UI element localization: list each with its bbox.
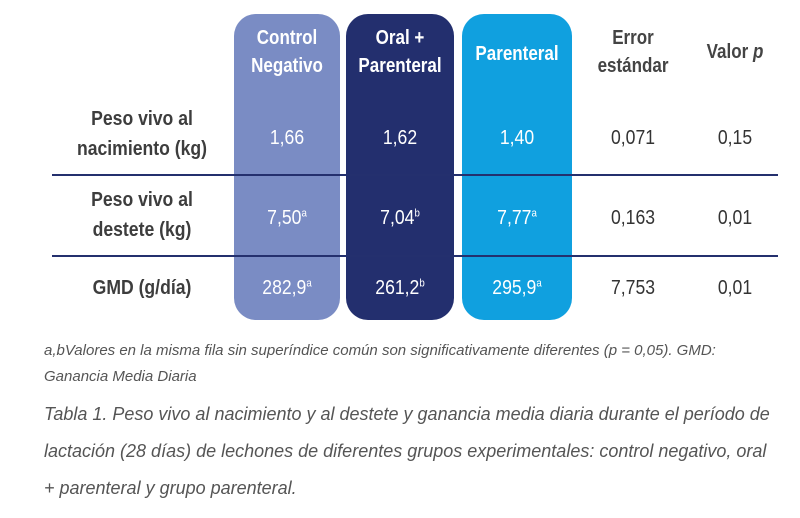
cell-pvalue-nacimiento: 0,15 — [717, 127, 753, 149]
cell-oral-destete: 7,04b — [380, 207, 420, 229]
cell-parenteral-destete: 7,77a — [497, 207, 537, 229]
cell-pvalue-destete: 0,01 — [717, 207, 753, 229]
header-error-estandar: Error estándar — [597, 27, 669, 77]
table-footnote: a,bValores en la misma fila sin superínd… — [44, 342, 716, 385]
oral-parenteral-column — [346, 14, 454, 320]
header-oral-parenteral: Oral + Parenteral — [358, 27, 442, 77]
row-label-peso-nacimiento: Peso vivo al nacimiento (kg) — [76, 108, 208, 160]
cell-parenteral-nacimiento: 1,40 — [499, 127, 535, 149]
cell-error-gmd: 7,753 — [610, 277, 656, 299]
cell-oral-gmd: 261,2b — [375, 277, 425, 299]
cell-oral-nacimiento: 1,62 — [382, 127, 418, 149]
cell-error-destete: 0,163 — [610, 207, 656, 229]
table-caption: Tabla 1. Peso vivo al nacimiento y al de… — [44, 404, 770, 498]
cell-pvalue-gmd: 0,01 — [717, 277, 753, 299]
header-control-negativo: Control Negativo — [251, 27, 323, 77]
control-negativo-column — [234, 14, 340, 320]
cell-control-gmd: 282,9a — [262, 277, 312, 299]
header-parenteral: Parenteral — [475, 43, 559, 65]
row-divider — [52, 255, 778, 257]
row-divider — [52, 174, 778, 176]
cell-control-destete: 7,50a — [267, 207, 307, 229]
cell-parenteral-gmd: 295,9a — [492, 277, 542, 299]
row-label-peso-destete: Peso vivo al destete (kg) — [91, 189, 193, 241]
cell-error-nacimiento: 0,071 — [610, 127, 656, 149]
parenteral-column — [462, 14, 572, 320]
header-valor-p: Valor p — [706, 41, 764, 63]
row-label-gmd: GMD (g/día) — [92, 277, 192, 299]
cell-control-nacimiento: 1,66 — [269, 127, 305, 149]
